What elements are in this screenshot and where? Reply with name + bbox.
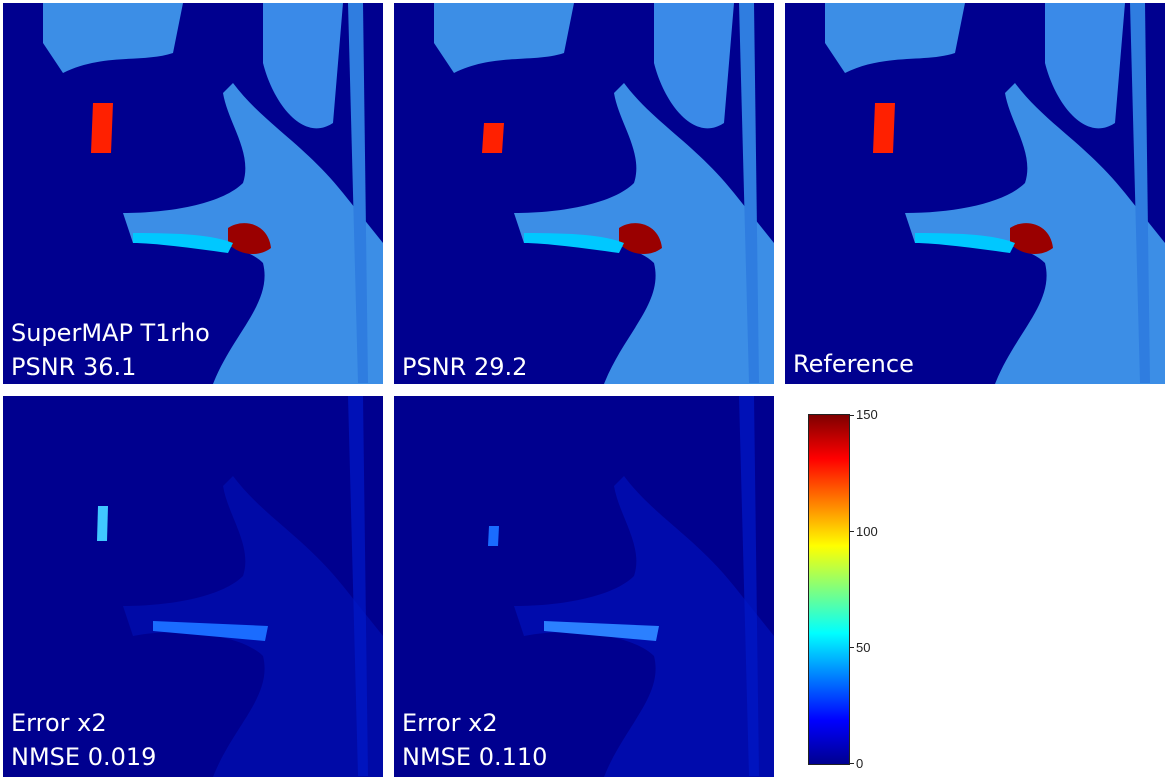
colorbar-tick-label: 0	[856, 756, 864, 771]
colorbar-tick-label: 100	[856, 524, 878, 539]
error-panel-1: Error x2 NMSE 0.019	[3, 396, 383, 777]
colorbar: 150 100 50 0	[808, 408, 898, 774]
colorbar-gradient	[808, 414, 850, 765]
map-panel-supermap: SuperMAP T1rho PSNR 36.1	[3, 3, 383, 384]
panel-label-line-1: SuperMAP T1rho	[11, 319, 210, 347]
t1rho-map-image	[434, 3, 774, 384]
colorbar-tick	[849, 415, 854, 416]
colorbar-tick-label: 50	[856, 640, 871, 655]
error-panel-2: Error x2 NMSE 0.110	[394, 396, 774, 777]
error-map-image	[488, 396, 774, 777]
colorbar-tick	[849, 531, 854, 532]
t1rho-map-image	[43, 3, 383, 384]
panel-label-line-1: Reference	[793, 350, 914, 378]
panel-label-line-2: NMSE 0.110	[402, 743, 548, 771]
map-panel-reference: Reference	[785, 3, 1165, 384]
error-map-image	[97, 396, 383, 777]
colorbar-tick-label: 150	[856, 407, 878, 422]
panel-label-line-2: PSNR 36.1	[11, 353, 137, 381]
panel-label-line-2: NMSE 0.019	[11, 743, 157, 771]
panel-label-line-1: Error x2	[402, 709, 498, 737]
colorbar-tick	[849, 647, 854, 648]
panel-label-line-1: Error x2	[11, 709, 107, 737]
panel-label-line-1: PSNR 29.2	[402, 353, 528, 381]
map-panel-psnr-29: PSNR 29.2	[394, 3, 774, 384]
t1rho-map-image	[825, 3, 1165, 384]
colorbar-tick	[849, 763, 854, 764]
